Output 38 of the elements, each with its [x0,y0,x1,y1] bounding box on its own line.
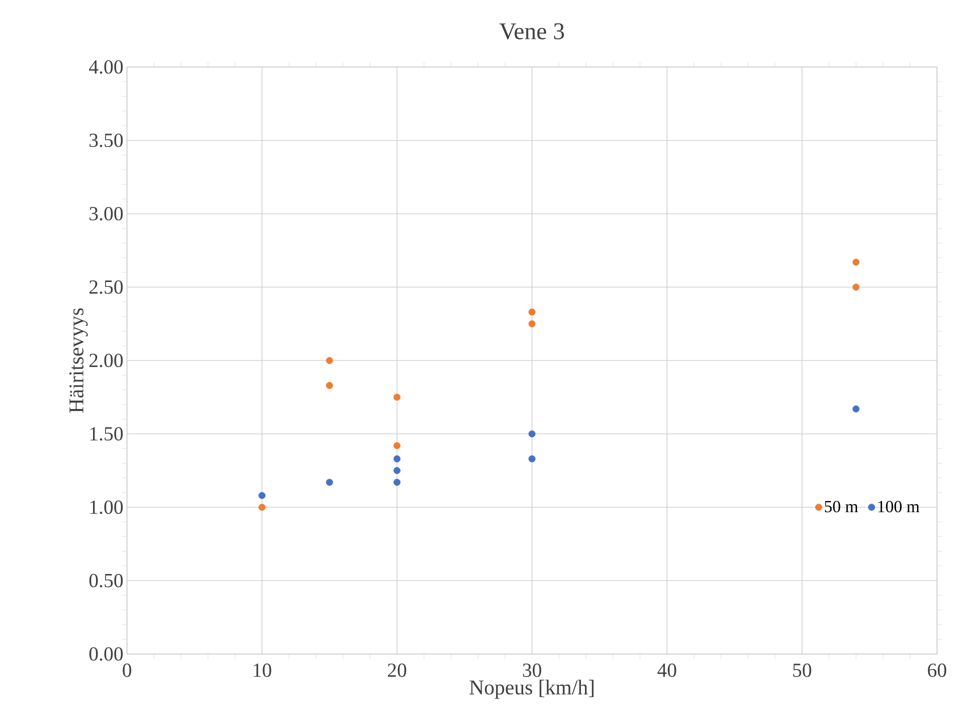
x-tick-label: 60 [928,664,946,677]
x-tick-label: 0 [122,664,132,677]
point [528,320,536,328]
point [326,478,333,486]
legend-label: 100 m [878,500,920,512]
point [394,442,400,450]
point [394,467,400,474]
y-tick-label: 1.00 [90,500,123,514]
y-tick-label: 0.00 [89,647,123,661]
x-tick-label: 50 [793,664,812,677]
point [852,405,860,412]
legend-label: 50 m [824,500,858,512]
y-tick-label: 0.50 [89,574,123,588]
y-tick-label: 3.50 [90,134,123,148]
y-tick-label: 1.50 [90,427,123,441]
y-tick-label: 3.00 [90,206,123,221]
point [258,504,266,511]
y-tick-label: 2.50 [89,280,123,294]
point [394,478,400,486]
x-tick-label: 20 [388,664,406,677]
point [394,455,400,462]
x-tick-label: 10 [254,664,272,677]
point [326,357,333,364]
y-tick-label: 4.00 [89,60,123,74]
point [852,284,860,291]
point [394,394,400,401]
x-tick-label: 30 [522,664,542,677]
point [528,430,536,438]
point [258,492,266,500]
y-tick-label: 2.00 [89,354,123,368]
x-tick-label: 40 [657,664,676,677]
y-axis-title: Häiritsevyys [69,308,88,413]
point [326,382,333,389]
point [852,258,860,266]
x-axis-title: Nopeus [km/h] [470,680,594,699]
chart-title: Vene 3 [499,23,564,40]
point [528,455,536,462]
point [528,308,536,316]
